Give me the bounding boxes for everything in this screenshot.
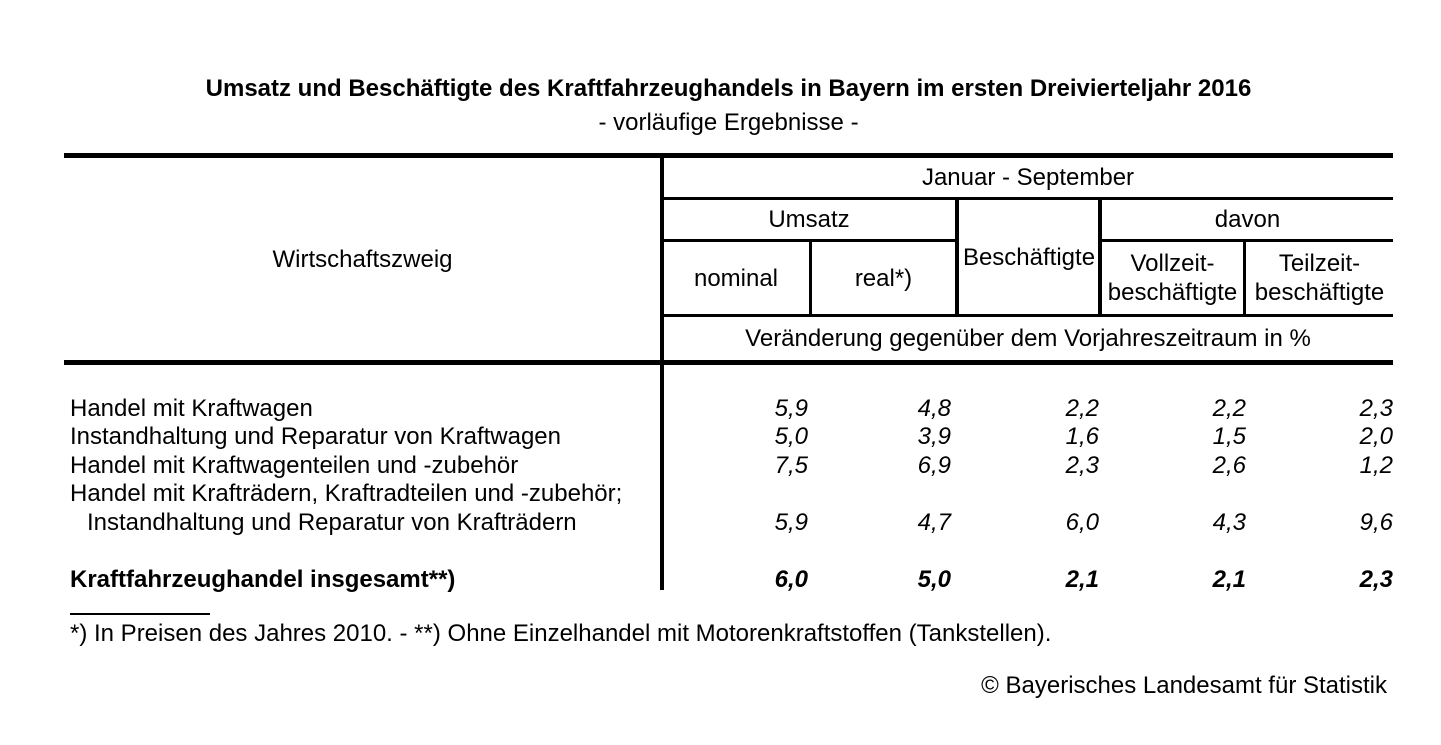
value-cell: 2,2 [1065, 395, 1099, 422]
value-cell: 5,0 [774, 423, 808, 450]
value-cell: 1,6 [1065, 423, 1099, 450]
column-header-vollzeit: Vollzeit- beschäftigte [1102, 242, 1243, 314]
value-cell: 2,6 [1212, 452, 1246, 479]
vollzeit-line1: Vollzeit- [1130, 250, 1215, 277]
value-cell: 2,3 [1359, 395, 1393, 422]
value-cell: 2,1 [1212, 566, 1246, 593]
page-subtitle: - vorläufige Ergebnisse - [598, 109, 859, 136]
table-divider-beschaeftigte-davon [1098, 200, 1102, 314]
vollzeit-line2: beschäftigte [1107, 279, 1238, 306]
teilzeit-line1: Teilzeit- [1278, 250, 1361, 277]
value-cell: 9,6 [1359, 509, 1393, 536]
value-cell: 2,0 [1359, 423, 1393, 450]
value-cell: 6,0 [1065, 509, 1099, 536]
table-rule-under-subheaders [663, 314, 1393, 317]
row-label: Handel mit Kraftwagen [70, 395, 313, 422]
table-row: Handel mit Kraftwagen 5,9 4,8 2,2 2,2 2,… [0, 394, 1441, 423]
table-divider-nominal-real [809, 242, 812, 314]
table-row-total: Kraftfahrzeughandel insgesamt**) 6,0 5,0… [0, 565, 1441, 594]
table-row: Instandhaltung und Reparatur von Kraftwa… [0, 422, 1441, 451]
value-cell: 3,9 [917, 423, 951, 450]
value-cell: 2,3 [1065, 452, 1099, 479]
value-cell: 6,0 [774, 566, 808, 593]
column-header-period: Januar - September [921, 164, 1135, 191]
value-cell: 1,5 [1212, 423, 1246, 450]
table-rule-under-davon [1099, 239, 1393, 242]
table-divider-umsatz-beschaeftigte [955, 200, 959, 314]
footnote-divider [70, 613, 210, 615]
value-cell: 7,5 [774, 452, 808, 479]
table-rule-under-umsatz [663, 239, 957, 242]
table-row: Handel mit Kraftwagenteilen und -zubehör… [0, 451, 1441, 480]
value-cell: 5,9 [774, 395, 808, 422]
page-title: Umsatz und Beschäftigte des Kraftfahrzeu… [205, 75, 1252, 102]
column-header-davon: davon [1214, 206, 1281, 233]
row-label: Instandhaltung und Reparatur von Krafträ… [87, 509, 577, 536]
row-label: Instandhaltung und Reparatur von Kraftwa… [70, 423, 562, 450]
value-cell: 4,7 [917, 509, 951, 536]
table-divider-main [660, 153, 664, 590]
value-cell: 4,8 [917, 395, 951, 422]
column-header-nominal: nominal [693, 264, 779, 292]
table-header-bottom-border [64, 360, 1393, 365]
row-label: Kraftfahrzeughandel insgesamt**) [70, 566, 456, 593]
column-header-wirtschaftszweig: Wirtschaftszweig [272, 245, 453, 273]
table-row-line1: Handel mit Krafträdern, Kraftradteilen u… [0, 479, 1441, 508]
row-label: Handel mit Krafträdern, Kraftradteilen u… [70, 480, 623, 507]
table-border-top [64, 153, 1393, 158]
column-header-umsatz: Umsatz [768, 206, 850, 233]
row-label: Handel mit Kraftwagenteilen und -zubehör [70, 452, 519, 479]
value-cell: 1,2 [1359, 452, 1393, 479]
table-divider-vollzeit-teilzeit [1243, 242, 1246, 314]
value-cell: 2,1 [1065, 566, 1099, 593]
value-cell: 2,3 [1359, 566, 1393, 593]
value-cell: 2,2 [1212, 395, 1246, 422]
footnote: *) In Preisen des Jahres 2010. - **) Ohn… [70, 620, 1052, 647]
value-cell: 5,0 [917, 566, 951, 593]
table-rule-under-period [663, 197, 1393, 200]
table-row-line2: Instandhaltung und Reparatur von Krafträ… [0, 508, 1441, 537]
copyright-notice: © Bayerisches Landesamt für Statistik [981, 672, 1387, 699]
table-unit-row: Veränderung gegenüber dem Vorjahreszeitr… [745, 325, 1311, 352]
column-header-beschaeftigte: Beschäftigte [962, 243, 1096, 271]
value-cell: 6,9 [917, 452, 951, 479]
value-cell: 4,3 [1212, 509, 1246, 536]
column-header-teilzeit: Teilzeit- beschäftigte [1246, 242, 1393, 314]
teilzeit-line2: beschäftigte [1254, 279, 1385, 306]
value-cell: 5,9 [774, 509, 808, 536]
column-header-real: real*) [854, 264, 913, 292]
